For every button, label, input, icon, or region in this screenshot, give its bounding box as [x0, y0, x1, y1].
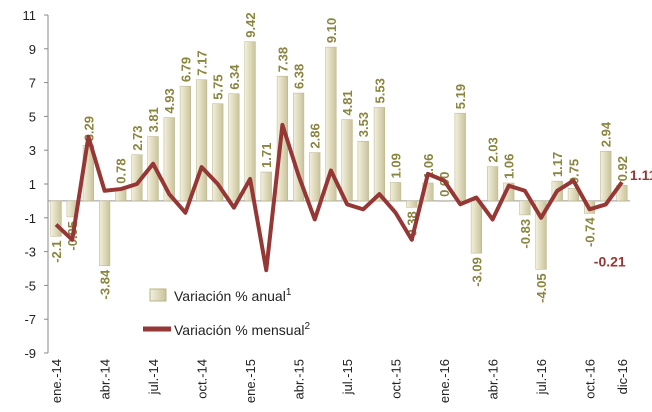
bar-value-label: -0.83 — [518, 219, 533, 249]
bar — [600, 150, 612, 202]
bar-value-label: 1.71 — [259, 143, 274, 168]
x-tick-label: oct.-15 — [389, 359, 404, 399]
bar — [212, 103, 224, 202]
bar-value-label: 1.09 — [389, 153, 404, 178]
bar-value-label: 2.94 — [599, 121, 614, 147]
bar — [486, 166, 499, 202]
bar-value-label: 0.92 — [615, 156, 630, 181]
bar — [406, 200, 418, 208]
bar — [519, 200, 531, 216]
y-tick-label: -9 — [24, 346, 36, 361]
x-tick-label: oct.-16 — [583, 359, 598, 399]
bar-value-label: 0.75 — [566, 159, 581, 184]
bar-value-label: 5.19 — [453, 84, 468, 109]
x-tick-label: dic-16 — [615, 359, 630, 394]
x-tick-label: ene.-16 — [437, 359, 452, 403]
bar-value-label: 2.03 — [486, 137, 501, 162]
bar-value-label: -0.74 — [583, 217, 598, 247]
bar — [179, 85, 192, 202]
y-tick-label: 3 — [29, 143, 36, 158]
bar-value-label: 7.17 — [195, 50, 210, 75]
y-tick-label: 5 — [29, 109, 36, 124]
bar — [260, 171, 272, 202]
x-tick-label: abr.-15 — [292, 359, 307, 399]
y-tick-label: -5 — [24, 278, 36, 293]
bar-value-label: 6.79 — [178, 57, 193, 82]
bar-value-label: 3.29 — [81, 116, 96, 141]
bar-value-label: -4.05 — [534, 273, 549, 303]
x-tick-label: oct.-14 — [195, 359, 210, 399]
bar-value-label: 9.10 — [324, 18, 339, 43]
bar — [341, 119, 353, 202]
x-tick-label: jul.-14 — [146, 359, 161, 395]
legend-swatch — [149, 288, 167, 302]
y-tick-label: 9 — [29, 42, 36, 57]
y-tick-label: -3 — [24, 245, 36, 260]
bar — [470, 200, 483, 254]
bar — [567, 187, 580, 202]
bar — [389, 182, 402, 202]
legend-label: Variación % mensual2 — [174, 321, 310, 338]
bar — [454, 112, 466, 202]
line-series — [54, 122, 624, 273]
bar — [244, 41, 256, 202]
bar-value-label: 7.38 — [275, 47, 290, 72]
legend-label: Variación % anual1 — [174, 287, 292, 304]
bar-value-label: 1.06 — [502, 154, 517, 179]
bar — [325, 46, 337, 202]
bar-value-label: -2.1 — [49, 240, 64, 262]
bar — [228, 93, 240, 202]
bar-value-label: 1.17 — [550, 152, 565, 177]
line-value-label: -0.21 — [594, 253, 626, 269]
bar-value-label: 4.81 — [340, 90, 355, 115]
bar-value-label: 5.53 — [372, 78, 387, 103]
bar — [98, 200, 111, 267]
bar-value-label: 0.78 — [114, 158, 129, 183]
bar — [309, 152, 321, 202]
x-tick-label: ene.-14 — [49, 359, 64, 403]
legend-note: 2 — [304, 321, 310, 332]
bar-value-label: 3.81 — [146, 107, 161, 132]
legend-name: Variación % mensual — [174, 322, 304, 338]
bar-value-label: -3.84 — [98, 269, 113, 299]
bar — [163, 117, 175, 202]
bar — [357, 140, 369, 202]
legend-note: 1 — [286, 287, 292, 298]
y-tick-label: 7 — [29, 76, 36, 91]
bar-value-label: -3.09 — [469, 257, 484, 287]
bar-value-label: 3.53 — [356, 112, 371, 137]
bar — [373, 107, 386, 202]
legend-name: Variación % anual — [174, 288, 286, 304]
bar — [503, 182, 515, 202]
bar-value-label: 4.93 — [162, 88, 177, 113]
bar-value-label: 6.34 — [227, 64, 242, 90]
bar-value-label: 1.06 — [421, 154, 436, 179]
x-tick-label: jul.-16 — [534, 359, 549, 395]
bar-value-label: 2.73 — [130, 125, 145, 150]
bar-value-label: 2.86 — [308, 123, 323, 148]
line-value-label: 1.11 — [630, 167, 652, 183]
y-tick-label: -7 — [24, 312, 36, 327]
y-tick-label: -1 — [24, 211, 36, 226]
x-tick-label: abr.-16 — [486, 359, 501, 399]
x-tick-label: abr.-14 — [98, 359, 113, 399]
bar-value-label: 6.38 — [292, 64, 307, 89]
bar — [292, 92, 305, 202]
y-tick-label: 11 — [23, 8, 37, 23]
bar — [438, 200, 450, 202]
y-tick-label: 1 — [29, 177, 36, 192]
bar — [535, 200, 547, 270]
x-tick-label: ene.-15 — [243, 359, 258, 403]
bar-value-label: 9.42 — [243, 12, 258, 37]
x-tick-label: jul.-15 — [340, 359, 355, 395]
bar — [195, 79, 208, 202]
bar-value-label: 5.75 — [211, 74, 226, 99]
bar — [50, 200, 62, 237]
